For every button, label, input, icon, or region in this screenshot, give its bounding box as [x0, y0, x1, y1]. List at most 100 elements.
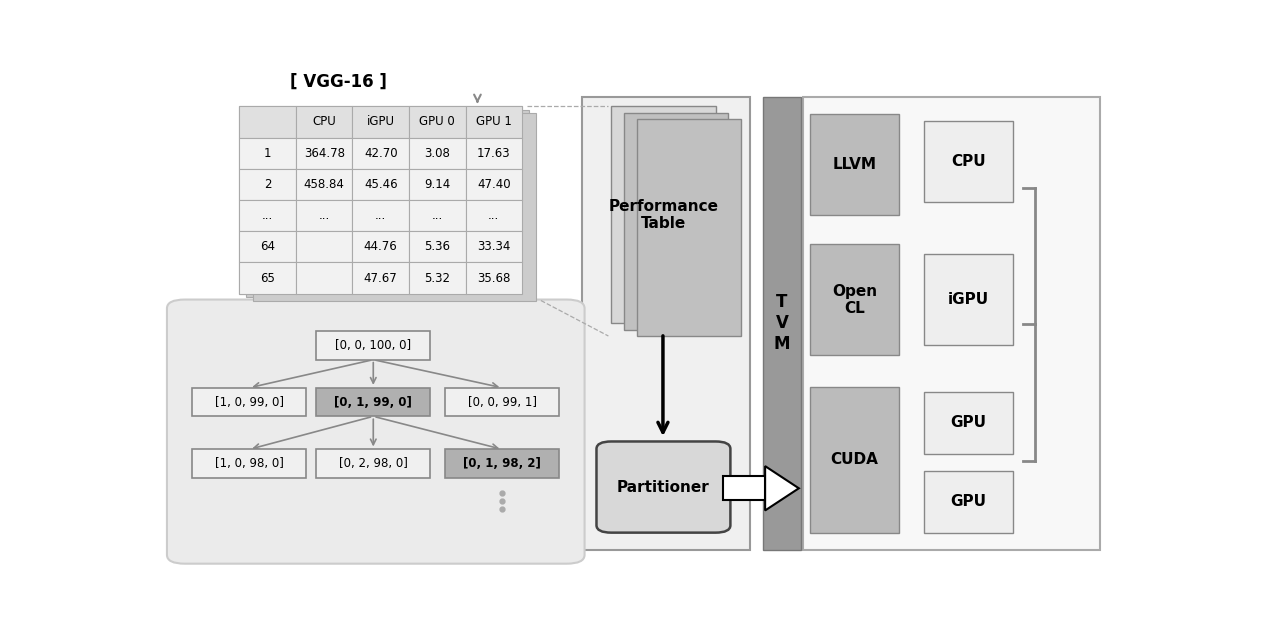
Text: GPU 1: GPU 1 — [476, 115, 512, 129]
Text: [0, 1, 99, 0]: [0, 1, 99, 0] — [334, 396, 412, 408]
FancyBboxPatch shape — [316, 388, 430, 417]
FancyBboxPatch shape — [253, 113, 536, 301]
Text: 47.40: 47.40 — [477, 178, 511, 191]
FancyBboxPatch shape — [296, 231, 352, 262]
FancyBboxPatch shape — [810, 114, 899, 215]
Text: Partitioner: Partitioner — [617, 479, 710, 495]
Text: 45.46: 45.46 — [364, 178, 398, 191]
FancyBboxPatch shape — [596, 442, 731, 532]
FancyBboxPatch shape — [352, 138, 410, 169]
FancyBboxPatch shape — [466, 138, 522, 169]
FancyBboxPatch shape — [445, 388, 559, 417]
Text: GPU: GPU — [951, 494, 987, 509]
Text: ...: ... — [262, 209, 273, 222]
FancyBboxPatch shape — [625, 113, 728, 330]
Text: GPU 0: GPU 0 — [420, 115, 456, 129]
Text: 458.84: 458.84 — [303, 178, 344, 191]
Text: CUDA: CUDA — [831, 452, 878, 467]
Text: ...: ... — [431, 209, 443, 222]
Text: iGPU: iGPU — [367, 115, 394, 129]
FancyBboxPatch shape — [296, 106, 352, 138]
FancyBboxPatch shape — [239, 106, 522, 294]
Text: 5.32: 5.32 — [424, 271, 451, 285]
Text: ...: ... — [375, 209, 387, 222]
FancyBboxPatch shape — [924, 254, 1014, 346]
FancyBboxPatch shape — [246, 110, 529, 297]
FancyBboxPatch shape — [803, 97, 1101, 550]
Text: 9.14: 9.14 — [424, 178, 451, 191]
Text: 17.63: 17.63 — [477, 147, 511, 160]
Text: [1, 0, 99, 0]: [1, 0, 99, 0] — [215, 396, 284, 408]
FancyBboxPatch shape — [239, 262, 296, 294]
Text: 364.78: 364.78 — [303, 147, 344, 160]
Text: T
V
M: T V M — [773, 293, 790, 353]
Text: 3.08: 3.08 — [425, 147, 451, 160]
FancyBboxPatch shape — [410, 262, 466, 294]
FancyBboxPatch shape — [352, 200, 410, 231]
Text: CPU: CPU — [951, 154, 986, 170]
FancyBboxPatch shape — [810, 387, 899, 532]
FancyBboxPatch shape — [723, 476, 765, 500]
Text: 2: 2 — [264, 178, 271, 191]
FancyBboxPatch shape — [296, 169, 352, 200]
Text: 64: 64 — [260, 240, 275, 253]
FancyBboxPatch shape — [466, 169, 522, 200]
FancyBboxPatch shape — [445, 449, 559, 478]
Text: 35.68: 35.68 — [477, 271, 511, 285]
Text: 44.76: 44.76 — [364, 240, 398, 253]
Text: 5.36: 5.36 — [424, 240, 451, 253]
Text: ...: ... — [319, 209, 330, 222]
FancyBboxPatch shape — [296, 138, 352, 169]
Text: [0, 0, 100, 0]: [0, 0, 100, 0] — [335, 339, 411, 352]
Text: Performance
Table: Performance Table — [608, 198, 718, 231]
FancyBboxPatch shape — [466, 262, 522, 294]
FancyBboxPatch shape — [352, 262, 410, 294]
FancyBboxPatch shape — [612, 106, 716, 323]
FancyBboxPatch shape — [466, 200, 522, 231]
Text: Open
CL: Open CL — [832, 284, 877, 316]
Text: 42.70: 42.70 — [364, 147, 398, 160]
Text: [ VGG-16 ]: [ VGG-16 ] — [291, 73, 387, 91]
FancyBboxPatch shape — [466, 106, 522, 138]
Text: [0, 2, 98, 0]: [0, 2, 98, 0] — [339, 457, 408, 470]
FancyBboxPatch shape — [810, 244, 899, 355]
FancyBboxPatch shape — [924, 471, 1014, 532]
FancyBboxPatch shape — [410, 200, 466, 231]
FancyBboxPatch shape — [763, 97, 801, 550]
Text: [0, 0, 99, 1]: [0, 0, 99, 1] — [467, 396, 536, 408]
FancyBboxPatch shape — [924, 392, 1014, 454]
FancyBboxPatch shape — [352, 231, 410, 262]
Text: ...: ... — [488, 209, 499, 222]
Polygon shape — [765, 466, 799, 511]
Text: [1, 0, 98, 0]: [1, 0, 98, 0] — [215, 457, 284, 470]
FancyBboxPatch shape — [410, 138, 466, 169]
Text: GPU: GPU — [951, 415, 987, 431]
FancyBboxPatch shape — [410, 106, 466, 138]
FancyBboxPatch shape — [166, 300, 585, 564]
FancyBboxPatch shape — [316, 449, 430, 478]
FancyBboxPatch shape — [352, 169, 410, 200]
Text: iGPU: iGPU — [948, 292, 989, 307]
Text: CPU: CPU — [312, 115, 337, 129]
Text: LLVM: LLVM — [832, 157, 877, 172]
FancyBboxPatch shape — [239, 231, 296, 262]
FancyBboxPatch shape — [316, 331, 430, 360]
FancyBboxPatch shape — [296, 200, 352, 231]
FancyBboxPatch shape — [637, 119, 741, 336]
FancyBboxPatch shape — [410, 231, 466, 262]
FancyBboxPatch shape — [924, 121, 1014, 202]
FancyBboxPatch shape — [239, 106, 296, 138]
FancyBboxPatch shape — [192, 388, 306, 417]
Text: 65: 65 — [260, 271, 275, 285]
FancyBboxPatch shape — [410, 169, 466, 200]
Text: [0, 1, 98, 2]: [0, 1, 98, 2] — [463, 457, 541, 470]
FancyBboxPatch shape — [239, 200, 296, 231]
FancyBboxPatch shape — [466, 231, 522, 262]
Text: 47.67: 47.67 — [364, 271, 398, 285]
Text: 33.34: 33.34 — [477, 240, 511, 253]
FancyBboxPatch shape — [352, 106, 410, 138]
FancyBboxPatch shape — [239, 138, 296, 169]
FancyBboxPatch shape — [192, 449, 306, 478]
Text: 1: 1 — [264, 147, 271, 160]
FancyBboxPatch shape — [239, 169, 296, 200]
